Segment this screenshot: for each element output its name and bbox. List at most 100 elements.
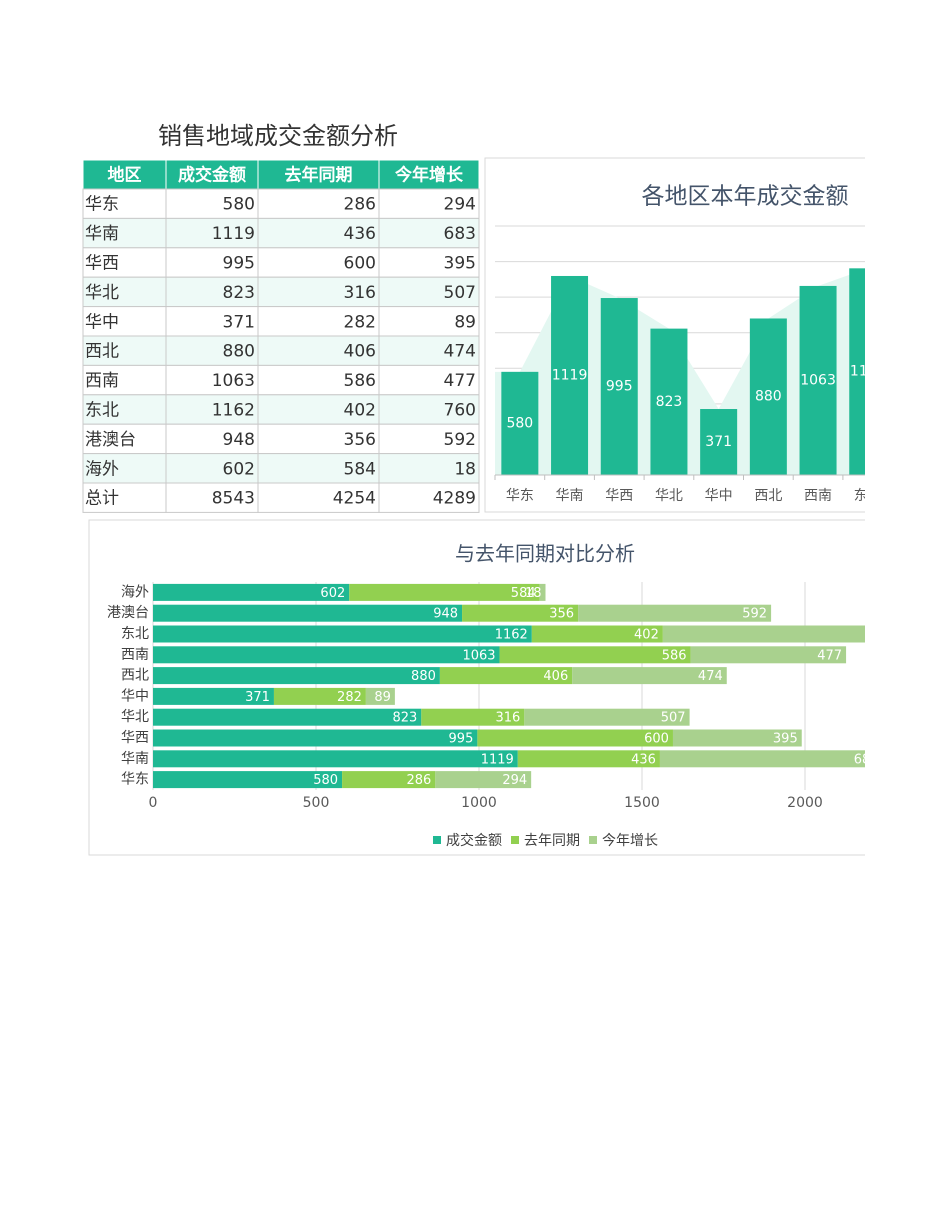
- bar-segment: [477, 729, 673, 747]
- cell: [378, 423, 480, 455]
- bar-segment: [499, 646, 691, 664]
- y-tick-label: 华中: [121, 688, 149, 704]
- cell-text: 华东: [85, 195, 119, 215]
- header-text: 地区: [108, 165, 142, 186]
- x-tick-label: 华南: [556, 488, 584, 504]
- bar: [501, 371, 539, 475]
- bar-segment: [365, 687, 395, 705]
- bar: [650, 328, 688, 475]
- data-label: 286: [406, 773, 431, 788]
- data-label: 948: [433, 607, 458, 622]
- cell-text: 4289: [433, 489, 476, 509]
- x-tick-label: 华中: [705, 488, 733, 504]
- header-cell: [257, 159, 380, 190]
- cell-text: 海外: [85, 459, 119, 479]
- cell: [378, 188, 480, 219]
- legend-label: 成交金额: [446, 832, 502, 849]
- y-tick-label: 港澳台: [107, 605, 149, 621]
- header-cell: [378, 159, 480, 190]
- cell: [165, 276, 259, 308]
- header-text: 成交金额: [178, 165, 246, 186]
- x-tick-label: 1000: [461, 795, 497, 811]
- cell: [257, 482, 380, 513]
- data-label: 1119: [552, 367, 588, 383]
- x-tick-label: 东北: [854, 488, 882, 504]
- y-tick-label: 东北: [121, 626, 149, 642]
- cell: [165, 217, 259, 249]
- data-label: 823: [392, 711, 417, 726]
- data-label: 507: [661, 711, 686, 726]
- data-label: 1162: [495, 628, 528, 643]
- y-tick-label: 华东: [121, 772, 149, 788]
- cell-text: 西北: [85, 342, 119, 362]
- bar-segment: [578, 604, 772, 622]
- legend-label: 去年同期: [524, 833, 580, 849]
- x-tick-label: 2000: [787, 795, 823, 811]
- cell-text: 1162: [212, 401, 255, 421]
- y-tick-label: 华南: [121, 751, 149, 767]
- data-label: 371: [245, 690, 270, 705]
- data-label: 406: [543, 669, 568, 684]
- cell: [165, 247, 259, 278]
- cell-text: 1063: [212, 371, 255, 391]
- cell-text: 592: [444, 430, 476, 450]
- data-label: 760: [882, 628, 907, 643]
- cell: [165, 482, 259, 513]
- data-label: 436: [631, 752, 656, 767]
- cell-text: 586: [344, 371, 376, 391]
- bar-segment: [153, 667, 440, 685]
- bar-segment: [153, 646, 500, 664]
- data-label: 1162: [850, 364, 886, 380]
- bar-segment: [342, 771, 436, 789]
- cell-text: 356: [344, 430, 376, 450]
- data-label: 600: [644, 732, 669, 747]
- header-cell: [82, 159, 167, 190]
- chart-title: 与去年同期对比分析: [455, 542, 635, 566]
- y-tick-label: 西北: [121, 668, 149, 684]
- bar-segment: [349, 583, 540, 601]
- data-label: 316: [495, 711, 520, 726]
- cell-text: 823: [223, 283, 255, 303]
- bar-segment: [690, 646, 847, 664]
- cell-text: 371: [223, 312, 255, 332]
- x-tick-label: 西南: [804, 488, 832, 504]
- data-label: 356: [549, 607, 574, 622]
- data-label: 371: [705, 434, 732, 450]
- bar-segment: [273, 687, 366, 705]
- x-tick-label: 华西: [605, 488, 633, 504]
- x-tick-label: 1500: [624, 795, 660, 811]
- bar-segment: [531, 625, 663, 643]
- cell-text: 港澳台: [85, 430, 136, 450]
- legend-label: 今年增长: [602, 833, 658, 849]
- cell-text: 584: [344, 459, 376, 479]
- cell-text: 436: [344, 224, 376, 244]
- cell: [378, 453, 480, 484]
- cell-text: 华西: [85, 254, 119, 274]
- bar-segment: [421, 708, 525, 726]
- x-tick-label: 华北: [655, 488, 683, 504]
- x-tick-label: 500: [303, 795, 330, 811]
- data-label: 1063: [462, 648, 495, 663]
- legend-swatch: [589, 836, 597, 844]
- chart-frame: [88, 519, 865, 856]
- data-label: 995: [606, 379, 633, 395]
- cell: [82, 306, 167, 337]
- chart-title: 各地区本年成交金额: [642, 184, 849, 210]
- cell-text: 4254: [333, 489, 376, 509]
- cell: [378, 306, 480, 337]
- bar: [600, 298, 638, 475]
- cell-text: 316: [344, 283, 376, 303]
- bar-segment: [672, 729, 802, 747]
- cell: [257, 423, 380, 455]
- data-label: 1119: [481, 752, 514, 767]
- bar-segment: [153, 583, 350, 601]
- data-label: 474: [698, 669, 723, 684]
- x-tick-label: 华东: [506, 488, 534, 504]
- cell-text: 华北: [85, 283, 119, 303]
- cell: [257, 335, 380, 366]
- bar: [749, 318, 787, 475]
- cell: [378, 247, 480, 278]
- bar: [700, 409, 738, 475]
- cell-text: 406: [344, 342, 376, 362]
